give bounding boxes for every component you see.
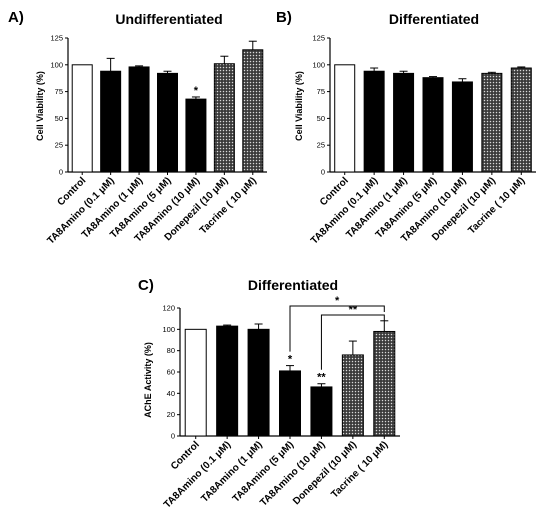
panel-c-y-axis-title: AChE Activity (%)	[143, 342, 153, 418]
bar	[341, 354, 364, 437]
y-tick-label: 0	[321, 168, 325, 177]
y-tick-label: 75	[55, 87, 63, 96]
y-tick-label: 20	[167, 410, 175, 419]
y-tick-label: 100	[50, 60, 63, 69]
bar	[184, 328, 207, 437]
bar	[242, 49, 264, 173]
bar	[310, 386, 333, 437]
y-tick-label: 80	[167, 346, 175, 355]
bar	[213, 63, 235, 173]
panel-b-title: Differentiated	[389, 11, 479, 27]
y-tick-label: 120	[162, 304, 175, 313]
x-tick-label: Tacrine ( 10 μM)	[466, 175, 527, 236]
bar	[279, 370, 301, 437]
bar	[481, 72, 503, 173]
panel-c-letter: C)	[138, 277, 154, 294]
bar	[334, 64, 356, 173]
bar	[422, 77, 444, 173]
bar	[185, 98, 207, 173]
bar	[100, 70, 122, 173]
bar	[451, 81, 473, 173]
significance-mark: *	[194, 85, 199, 97]
panel-b: B) Differentiated Cell Viability (%) 0 25…	[276, 9, 536, 247]
y-tick-label: 50	[55, 114, 63, 123]
significance-mark: **	[317, 372, 326, 384]
significance-bracket	[320, 314, 385, 370]
y-tick-label: 25	[55, 141, 63, 150]
panel-a-title: Undifferentiated	[115, 11, 222, 27]
bar	[363, 70, 385, 173]
bar	[510, 67, 532, 173]
bar	[393, 72, 415, 173]
significance-bracket-label: *	[335, 295, 340, 307]
panel-c: C) Differentiated AChE Activity (%) 0 20 4…	[138, 277, 400, 511]
significance-mark: *	[288, 354, 293, 366]
y-tick-label: 60	[167, 368, 175, 377]
y-tick-label: 75	[317, 87, 325, 96]
panel-b-y-axis-title: Cell Viability (%)	[294, 71, 304, 141]
panel-a-y-axis-title: Cell Viability (%)	[35, 71, 45, 141]
x-tick-label: Tacrine ( 10 μM)	[329, 439, 390, 500]
bar	[216, 325, 239, 437]
significance-bracket	[289, 305, 385, 352]
bar	[128, 66, 150, 173]
y-tick-label: 100	[162, 325, 175, 334]
panel-a-letter: A)	[8, 9, 24, 26]
y-tick-label: 0	[171, 432, 175, 441]
bar	[373, 330, 396, 437]
y-tick-label: 40	[167, 389, 175, 398]
y-tick-label: 100	[312, 60, 325, 69]
panel-b-letter: B)	[276, 9, 292, 26]
panel-a: A) Undifferentiated Cell Viability (%) 0…	[8, 9, 267, 247]
bar	[247, 328, 270, 437]
y-tick-label: 25	[317, 141, 325, 150]
y-tick-label: 125	[50, 34, 63, 43]
panel-c-title: Differentiated	[248, 277, 338, 293]
y-tick-label: 0	[59, 168, 63, 177]
bar	[71, 64, 93, 173]
significance-bracket-label: **	[349, 304, 358, 316]
bar	[157, 72, 178, 173]
y-tick-label: 50	[317, 114, 325, 123]
y-tick-label: 125	[312, 34, 325, 43]
